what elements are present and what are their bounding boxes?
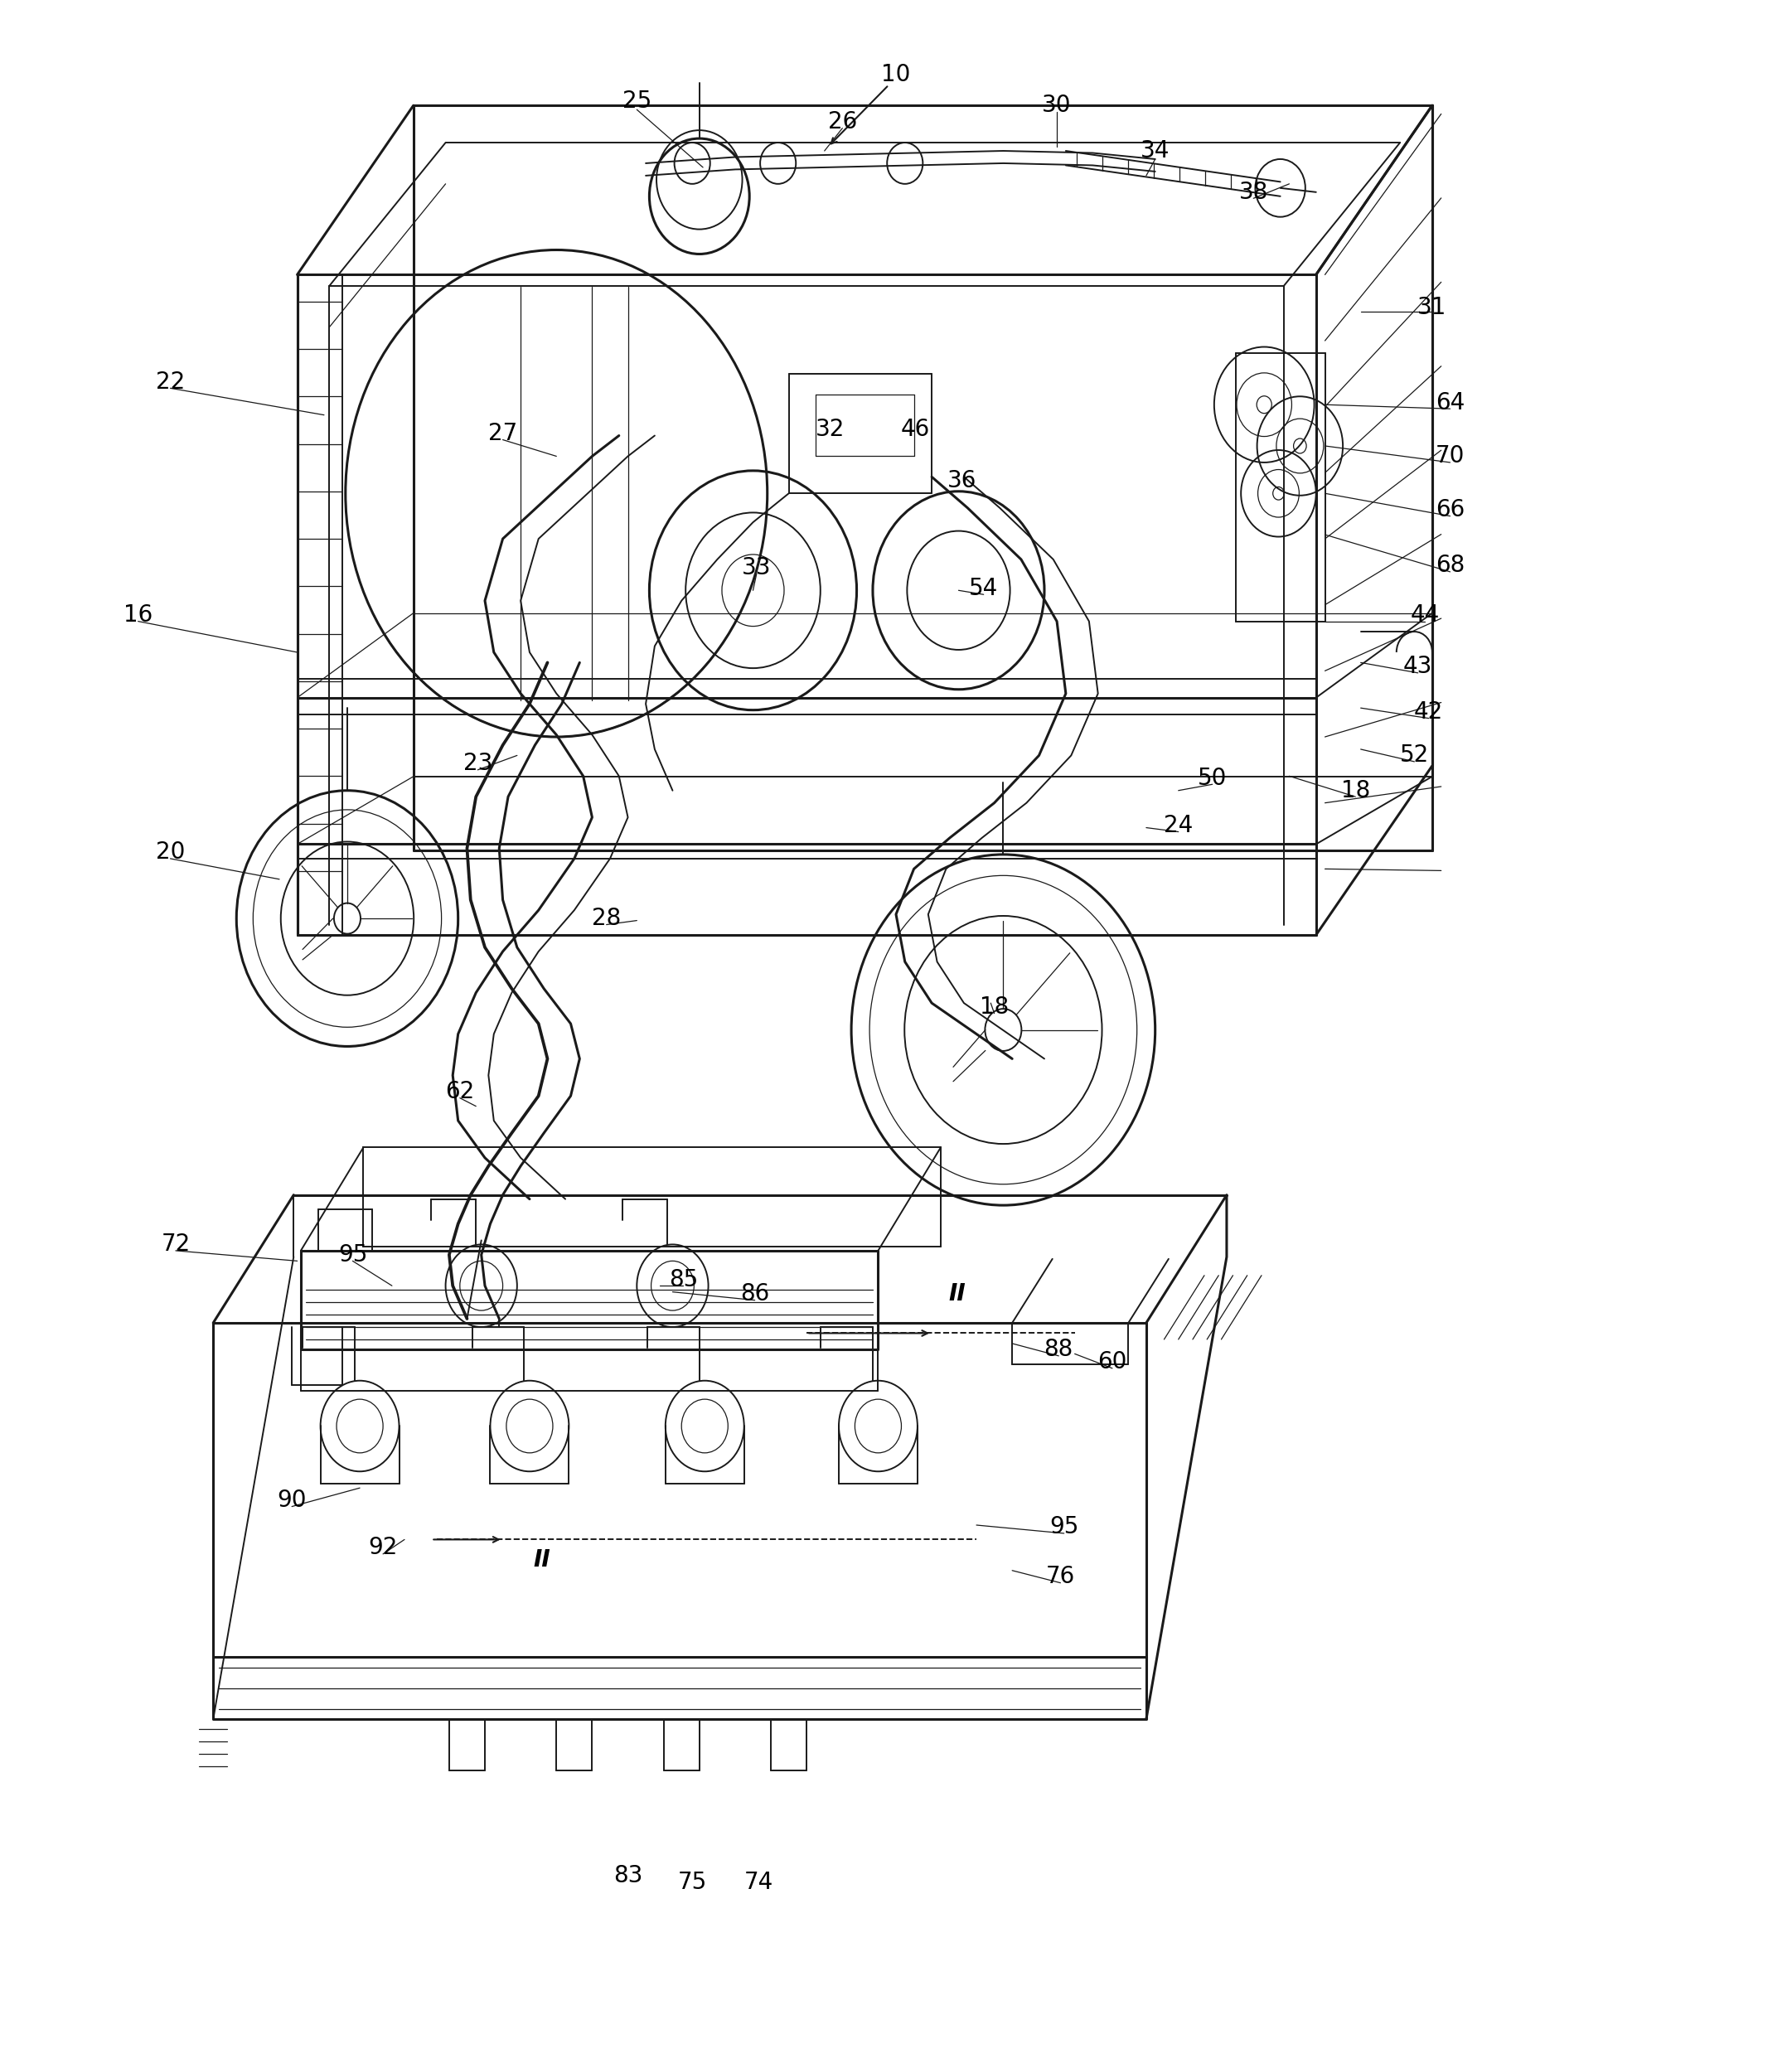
Text: 38: 38 <box>1238 180 1269 205</box>
Text: 62: 62 <box>444 1079 475 1104</box>
Text: 16: 16 <box>124 604 152 627</box>
Text: 68: 68 <box>1435 554 1464 577</box>
Text: 66: 66 <box>1435 498 1464 521</box>
Text: 25: 25 <box>622 89 652 114</box>
Text: 43: 43 <box>1403 656 1432 678</box>
Text: 42: 42 <box>1414 701 1443 724</box>
Text: 60: 60 <box>1098 1350 1127 1373</box>
Text: 10: 10 <box>882 62 910 87</box>
Text: 46: 46 <box>901 418 930 440</box>
Text: 70: 70 <box>1435 445 1464 467</box>
Text: 30: 30 <box>1043 93 1072 118</box>
Text: 83: 83 <box>613 1863 643 1888</box>
Text: 95: 95 <box>339 1243 367 1266</box>
Text: 24: 24 <box>1163 815 1193 838</box>
Text: 36: 36 <box>948 469 977 492</box>
Text: 23: 23 <box>462 753 493 776</box>
Text: 50: 50 <box>1197 767 1228 790</box>
Text: 95: 95 <box>1050 1516 1079 1539</box>
Text: II: II <box>534 1549 550 1572</box>
Text: 76: 76 <box>1047 1565 1075 1588</box>
Text: 20: 20 <box>156 842 185 864</box>
Text: 44: 44 <box>1410 604 1439 627</box>
Text: 26: 26 <box>828 110 857 134</box>
Text: 85: 85 <box>668 1268 697 1290</box>
Text: 52: 52 <box>1400 744 1428 767</box>
Text: 88: 88 <box>1045 1338 1073 1361</box>
Text: 27: 27 <box>487 422 518 445</box>
Text: 72: 72 <box>161 1233 190 1255</box>
Text: 32: 32 <box>815 418 844 440</box>
Text: 34: 34 <box>1140 139 1170 163</box>
Text: 64: 64 <box>1435 391 1464 414</box>
Text: 18: 18 <box>980 995 1009 1020</box>
Text: 31: 31 <box>1417 296 1446 318</box>
Text: II: II <box>948 1282 966 1305</box>
Text: 75: 75 <box>677 1869 706 1894</box>
Text: 92: 92 <box>369 1537 398 1559</box>
Text: 54: 54 <box>969 577 998 600</box>
Text: 28: 28 <box>591 908 622 931</box>
Text: 18: 18 <box>1340 780 1369 802</box>
Text: 86: 86 <box>740 1282 769 1305</box>
Text: 33: 33 <box>742 556 771 579</box>
Text: 22: 22 <box>156 370 185 393</box>
Text: 90: 90 <box>278 1489 306 1512</box>
Text: 74: 74 <box>744 1869 772 1894</box>
